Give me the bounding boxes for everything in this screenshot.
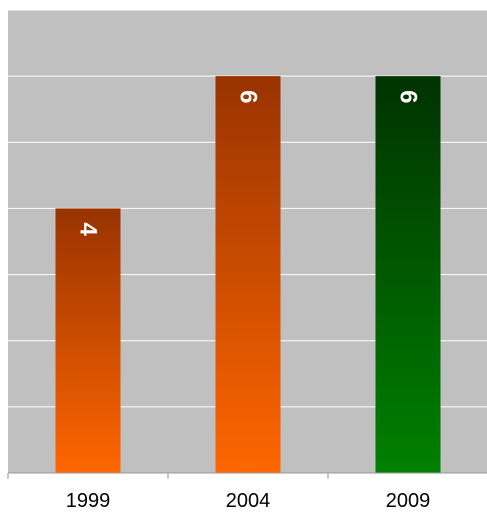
x-tick-label-1999: 1999 (66, 490, 111, 512)
bar-2004 (215, 76, 281, 474)
bars (55, 76, 441, 474)
x-tick-label-2004: 2004 (226, 490, 271, 512)
data-label-2004: 6 (235, 90, 262, 103)
bar-2009 (375, 76, 441, 474)
x-axis-ticks (7, 473, 329, 479)
x-axis-labels: 1999 2004 2009 (66, 490, 431, 512)
bar-1999 (55, 208, 121, 473)
data-label-2009: 6 (395, 90, 422, 103)
x-tick-label-2009: 2009 (386, 490, 431, 512)
data-labels: 4 6 6 (75, 90, 422, 236)
data-label-1999: 4 (75, 222, 102, 236)
